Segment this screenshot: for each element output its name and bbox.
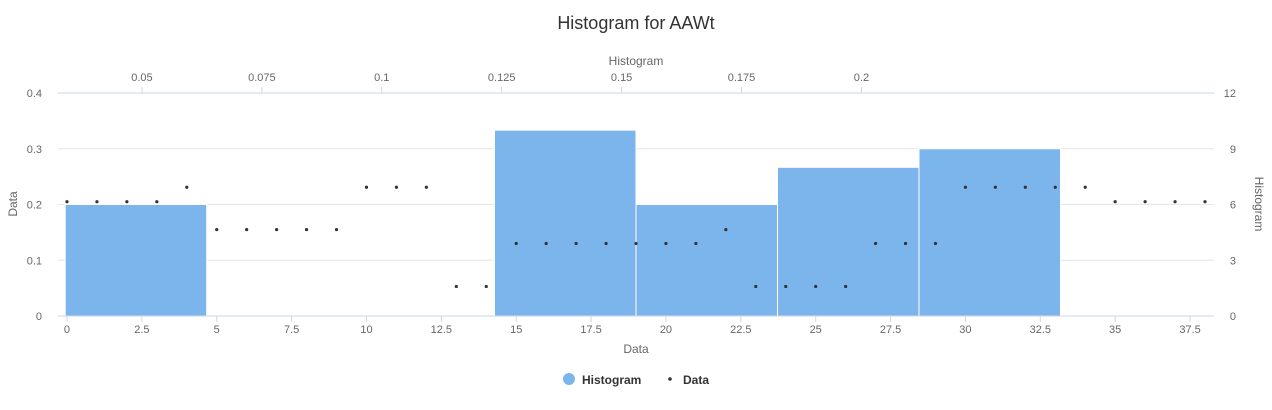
x-bottom-tick-label: 10 — [360, 324, 372, 336]
y-left-tick-label: 0.4 — [27, 88, 42, 100]
x-bottom-tick-label: 22.5 — [730, 324, 751, 336]
legend-data-label: Data — [683, 373, 709, 387]
x-bottom-tick-label: 17.5 — [580, 324, 601, 336]
data-point[interactable] — [185, 185, 189, 189]
legend-histogram-swatch — [563, 373, 575, 385]
data-point[interactable] — [304, 227, 309, 232]
x-top-tick-label: 0.1 — [374, 72, 389, 84]
histogram-bar[interactable] — [635, 204, 779, 317]
y-right-axis: 0 3 6 9 12 — [1224, 88, 1236, 323]
x-bottom-axis-title: Data — [623, 342, 649, 356]
data-point[interactable] — [903, 241, 908, 246]
x-bottom-tick-label: 15 — [510, 324, 522, 336]
legend: Histogram Data — [563, 373, 709, 387]
data-point[interactable] — [215, 227, 219, 232]
y-left-axis-title: Data — [6, 191, 20, 217]
data-point[interactable] — [125, 200, 129, 204]
data-point[interactable] — [1083, 185, 1087, 189]
histogram-bars — [64, 129, 1062, 317]
y-right-axis-title: Histogram — [1252, 177, 1266, 232]
data-point[interactable] — [1053, 185, 1057, 189]
data-point[interactable] — [245, 227, 249, 232]
data-point[interactable] — [334, 227, 339, 232]
data-point[interactable] — [873, 241, 878, 246]
x-bottom-tick-label: 30 — [959, 324, 971, 336]
x-top-tick-label: 0.175 — [728, 72, 756, 84]
data-point[interactable] — [1143, 200, 1147, 204]
data-point[interactable] — [754, 284, 758, 289]
data-point[interactable] — [993, 185, 997, 189]
x-bottom-tick-label: 32.5 — [1030, 324, 1051, 336]
data-point[interactable] — [95, 200, 99, 204]
data-point[interactable] — [664, 241, 668, 246]
y-right-tick-label: 9 — [1230, 144, 1236, 156]
data-points — [65, 185, 1207, 289]
y-left-tick-label: 0.1 — [27, 255, 42, 267]
x-top-tick-label: 0.2 — [854, 72, 869, 84]
legend-data-swatch — [668, 377, 672, 381]
legend-item-data[interactable]: Data — [668, 373, 709, 387]
y-left-tick-label: 0.3 — [27, 144, 42, 156]
data-point[interactable] — [1203, 200, 1207, 204]
y-right-tick-label: 12 — [1224, 88, 1236, 100]
data-point[interactable] — [844, 284, 848, 289]
histogram-bar[interactable] — [64, 204, 208, 317]
data-point[interactable] — [814, 284, 818, 289]
x-bottom-tick-label: 27.5 — [880, 324, 901, 336]
x-bottom-tick-label: 20 — [660, 324, 672, 336]
x-bottom-tick-label: 5 — [214, 324, 220, 336]
y-left-tick-label: 0.2 — [27, 200, 42, 212]
y-left-tick-label: 0 — [36, 311, 42, 323]
data-point[interactable] — [424, 185, 428, 189]
x-bottom-tick-label: 7.5 — [284, 324, 299, 336]
y-right-tick-label: 3 — [1230, 255, 1236, 267]
data-point[interactable] — [484, 284, 488, 289]
data-point[interactable] — [604, 241, 608, 246]
data-point[interactable] — [1023, 185, 1027, 189]
data-point[interactable] — [963, 185, 968, 189]
x-bottom-tick-label: 0 — [64, 324, 70, 336]
x-top-tick-label: 0.15 — [611, 72, 632, 84]
x-bottom-tick-label: 12.5 — [431, 324, 452, 336]
data-point[interactable] — [634, 241, 638, 246]
x-top-axis: 0.05 0.075 0.1 0.125 0.15 0.175 0.2 — [58, 72, 1214, 94]
x-bottom-tick-label: 25 — [810, 324, 822, 336]
y-right-tick-label: 0 — [1230, 311, 1236, 323]
data-point[interactable] — [394, 185, 399, 189]
data-point[interactable] — [364, 185, 369, 189]
legend-item-histogram[interactable]: Histogram — [563, 373, 641, 387]
data-point[interactable] — [694, 241, 698, 246]
x-top-tick-label: 0.05 — [131, 72, 152, 84]
legend-histogram-label: Histogram — [582, 373, 641, 387]
histogram-bar[interactable] — [777, 166, 920, 317]
chart-title: Histogram for AAWt — [557, 13, 714, 33]
x-bottom-axis: 0 2.5 5 7.5 10 12.5 15 17.5 20 22.5 25 27.5 30 32.5 35… — [58, 315, 1214, 336]
x-top-axis-title: Histogram — [609, 54, 664, 68]
data-point[interactable] — [933, 241, 938, 246]
data-point[interactable] — [514, 241, 518, 246]
histogram-bar[interactable] — [918, 148, 1062, 317]
data-point[interactable] — [724, 227, 728, 232]
histogram-bar[interactable] — [493, 129, 637, 317]
data-point[interactable] — [275, 227, 279, 232]
data-point[interactable] — [1113, 200, 1117, 204]
x-top-tick-label: 0.075 — [248, 72, 276, 84]
data-point[interactable] — [574, 241, 578, 246]
y-right-tick-label: 6 — [1230, 200, 1236, 212]
data-point[interactable] — [65, 200, 69, 204]
data-point[interactable] — [155, 200, 159, 204]
data-point[interactable] — [1173, 200, 1177, 204]
x-top-tick-label: 0.125 — [488, 72, 516, 84]
data-point[interactable] — [454, 284, 458, 289]
x-bottom-tick-label: 35 — [1109, 324, 1121, 336]
data-point[interactable] — [784, 284, 788, 289]
data-point[interactable] — [544, 241, 548, 246]
x-bottom-tick-label: 2.5 — [134, 324, 149, 336]
x-bottom-tick-label: 37.5 — [1179, 324, 1200, 336]
y-left-axis: 0 0.1 0.2 0.3 0.4 — [27, 88, 42, 323]
